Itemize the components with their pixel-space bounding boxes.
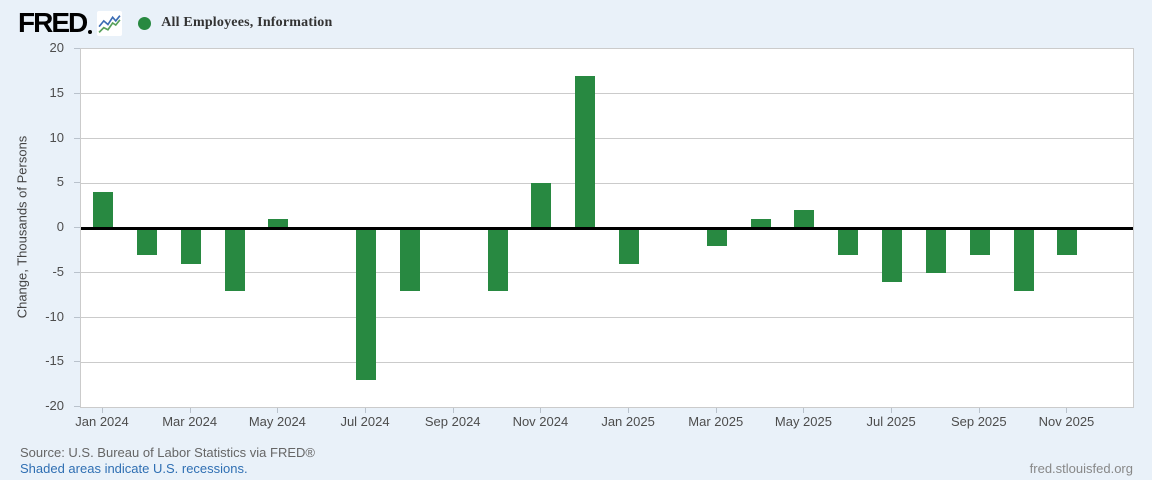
bar[interactable] [1057,228,1078,255]
x-axis-tick [1066,408,1068,413]
bar[interactable] [224,228,245,291]
legend-marker-icon [138,16,152,30]
y-axis-tick [74,271,80,273]
y-axis-tick-label: -5 [52,263,64,279]
y-axis-tick-label: 10 [49,129,64,145]
grid-line [81,361,1133,363]
y-axis-tick [74,48,80,49]
bar[interactable] [794,210,815,228]
bar[interactable] [531,183,552,228]
y-axis-tick [74,92,80,94]
bar[interactable] [399,228,420,291]
y-axis-tick-label: -15 [45,353,64,369]
x-axis-tick [540,408,542,413]
grid-line [81,138,1133,139]
y-axis-tick [74,182,80,184]
x-axis-tick-label: Jan 2024 [75,414,129,429]
bar[interactable] [268,219,289,228]
y-axis-tick-label: -20 [45,398,64,413]
bar[interactable] [750,219,771,228]
fred-logo[interactable]: FRED [18,7,123,38]
bar[interactable] [136,228,157,255]
x-axis-tick [365,408,367,413]
x-axis-tick-label: May 2024 [248,414,306,429]
bar[interactable] [487,228,508,291]
x-axis-tick-label: Mar 2025 [688,414,744,429]
fred-wordmark: FRED [18,7,88,38]
x-axis-tick-label: Sep 2024 [424,414,481,429]
x-axis-tick [803,408,805,413]
x-axis-tick-label: Jan 2025 [601,414,655,429]
fred-sparkline-icon [97,10,123,36]
x-axis-tick-label: Jul 2024 [340,414,390,429]
grid-line [81,317,1133,318]
x-axis-tick [189,408,191,413]
registered-mark-icon [88,30,93,34]
bar[interactable] [969,228,990,255]
y-axis-tick-label: 20 [49,40,64,55]
bar[interactable] [882,228,903,282]
x-axis-tick [102,408,103,413]
grid-line [81,272,1133,274]
bar[interactable] [180,228,201,264]
source-note: Source: U.S. Bureau of Labor Statistics … [20,445,315,460]
x-axis-tick [452,408,454,413]
bar[interactable] [575,75,596,228]
bar[interactable] [925,228,946,273]
y-axis-tick-label: -10 [45,308,64,324]
x-axis-tick-label: Sep 2025 [950,414,1007,429]
x-axis-tick [978,408,980,413]
fred-site-link[interactable]: fred.stlouisfed.org [1029,461,1133,476]
y-axis-tick-label: 15 [49,84,64,100]
legend: All Employees, Information [138,15,332,31]
y-axis-tick [74,406,80,407]
bar-chart-plot-area [80,48,1134,408]
x-axis-tick-label: Nov 2025 [1038,414,1095,429]
x-axis-tick [628,408,630,413]
y-axis-tick [74,137,80,139]
x-axis-tick [891,408,893,413]
bar[interactable] [1013,228,1034,291]
bar[interactable] [838,228,859,255]
grid-line [81,93,1133,95]
x-axis-tick [715,408,717,413]
x-axis-tick-label: May 2025 [774,414,832,429]
bar[interactable] [706,228,727,246]
legend-series-label: All Employees, Information [161,15,333,30]
bar[interactable] [356,228,377,381]
y-axis-tick [74,361,80,363]
bar[interactable] [93,192,113,228]
recession-note-link[interactable]: Shaded areas indicate U.S. recessions. [20,461,248,476]
x-axis-tick-label: Mar 2024 [162,414,218,429]
y-axis-tick [74,227,80,228]
x-axis-tick [277,408,279,413]
chart-header: FRED All Employees, Information [18,6,333,40]
x-axis-tick-label: Nov 2024 [512,414,569,429]
zero-line [81,226,1133,230]
y-axis-tick [74,316,80,318]
x-axis-tick-label: Jul 2025 [866,414,916,429]
y-axis-tick-label: 5 [56,174,64,190]
grid-line [81,182,1133,184]
bar[interactable] [619,228,640,264]
y-axis-tick-label: 0 [56,219,64,234]
